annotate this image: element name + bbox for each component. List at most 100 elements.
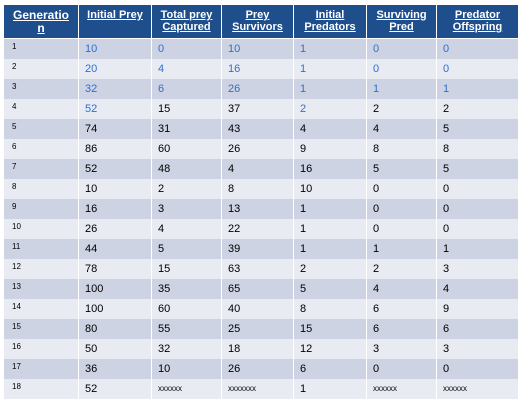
generation-cell: 2 (3, 58, 79, 79)
initial-predators-cell: 2 (293, 98, 367, 119)
header-row: Generatio n Initial Prey Total prey Captur… (3, 4, 519, 39)
generation-cell: 18 (3, 378, 79, 399)
table-row: 1 10 0 10 1 0 0 (3, 38, 519, 59)
generation-cell: 13 (3, 278, 79, 299)
initial-prey-cell: 100 (78, 298, 152, 319)
generation-cell: 9 (3, 198, 79, 219)
predator-offspring-cell: xxxxxx (436, 378, 519, 399)
table-row: 6 86 60 26 9 8 8 (3, 138, 519, 159)
table-row: 14 100 60 40 8 6 9 (3, 298, 519, 319)
predator-offspring-cell: 0 (436, 218, 519, 239)
generation-cell: 6 (3, 138, 79, 159)
generation-cell: 11 (3, 238, 79, 259)
predator-offspring-cell: 2 (436, 98, 519, 119)
surviving-pred-cell: 1 (366, 78, 437, 99)
initial-prey-cell: 16 (78, 198, 152, 219)
predator-offspring-cell: 3 (436, 338, 519, 359)
prey-survivors-cell: 18 (221, 338, 294, 359)
surviving-pred-cell: 0 (366, 198, 437, 219)
initial-prey-cell: 52 (78, 158, 152, 179)
initial-predators-cell: 2 (293, 258, 367, 279)
predator-offspring-cell: 4 (436, 278, 519, 299)
initial-predators-cell: 12 (293, 338, 367, 359)
header-prey-survivors: Prey Survivors (221, 4, 294, 39)
table-row: 2 20 4 16 1 0 0 (3, 58, 519, 79)
total-prey-captured-cell: 35 (151, 278, 222, 299)
initial-predators-cell: 1 (293, 38, 367, 59)
initial-predators-cell: 16 (293, 158, 367, 179)
initial-prey-cell: 52 (78, 98, 152, 119)
surviving-pred-cell: 3 (366, 338, 437, 359)
table-row: 12 78 15 63 2 2 3 (3, 258, 519, 279)
prey-survivors-cell: 65 (221, 278, 294, 299)
generation-cell: 1 (3, 38, 79, 59)
total-prey-captured-cell: xxxxxx (151, 378, 222, 399)
surviving-pred-cell: xxxxxx (366, 378, 437, 399)
prey-survivors-cell: 63 (221, 258, 294, 279)
header-surviving-pred: Surviving Pred (366, 4, 437, 39)
header-initial-prey: Initial Prey (78, 4, 152, 39)
header-predator-offspring: Predator Offspring (436, 4, 519, 39)
total-prey-captured-cell: 15 (151, 258, 222, 279)
total-prey-captured-cell: 60 (151, 298, 222, 319)
initial-predators-cell: 1 (293, 198, 367, 219)
generation-cell: 4 (3, 98, 79, 119)
initial-predators-cell: 8 (293, 298, 367, 319)
surviving-pred-cell: 4 (366, 118, 437, 139)
prey-survivors-cell: 16 (221, 58, 294, 79)
initial-prey-cell: 86 (78, 138, 152, 159)
surviving-pred-cell: 6 (366, 318, 437, 339)
total-prey-captured-cell: 55 (151, 318, 222, 339)
surviving-pred-cell: 2 (366, 258, 437, 279)
total-prey-captured-cell: 0 (151, 38, 222, 59)
total-prey-captured-cell: 3 (151, 198, 222, 219)
total-prey-captured-cell: 6 (151, 78, 222, 99)
initial-predators-cell: 1 (293, 58, 367, 79)
predator-offspring-cell: 0 (436, 38, 519, 59)
generation-cell: 16 (3, 338, 79, 359)
prey-survivors-cell: 40 (221, 298, 294, 319)
predator-prey-table: Generatio n Initial Prey Total prey Captur… (3, 4, 519, 399)
generation-table-container: Generatio n Initial Prey Total prey Captur… (3, 4, 519, 399)
total-prey-captured-cell: 2 (151, 178, 222, 199)
initial-predators-cell: 5 (293, 278, 367, 299)
initial-prey-cell: 52 (78, 378, 152, 399)
surviving-pred-cell: 1 (366, 238, 437, 259)
total-prey-captured-cell: 48 (151, 158, 222, 179)
predator-offspring-cell: 1 (436, 238, 519, 259)
table-row: 9 16 3 13 1 0 0 (3, 198, 519, 219)
generation-cell: 10 (3, 218, 79, 239)
initial-prey-cell: 32 (78, 78, 152, 99)
table-row: 7 52 48 4 16 5 5 (3, 158, 519, 179)
initial-prey-cell: 36 (78, 358, 152, 379)
prey-survivors-cell: 43 (221, 118, 294, 139)
prey-survivors-cell: 22 (221, 218, 294, 239)
predator-offspring-cell: 3 (436, 258, 519, 279)
prey-survivors-cell: 4 (221, 158, 294, 179)
initial-predators-cell: 1 (293, 238, 367, 259)
surviving-pred-cell: 5 (366, 158, 437, 179)
generation-cell: 17 (3, 358, 79, 379)
initial-predators-cell: 1 (293, 218, 367, 239)
prey-survivors-cell: 26 (221, 358, 294, 379)
surviving-pred-cell: 0 (366, 358, 437, 379)
predator-offspring-cell: 6 (436, 318, 519, 339)
total-prey-captured-cell: 32 (151, 338, 222, 359)
initial-predators-cell: 15 (293, 318, 367, 339)
surviving-pred-cell: 0 (366, 218, 437, 239)
generation-cell: 7 (3, 158, 79, 179)
table-row: 3 32 6 26 1 1 1 (3, 78, 519, 99)
prey-survivors-cell: 39 (221, 238, 294, 259)
prey-survivors-cell: 8 (221, 178, 294, 199)
initial-prey-cell: 10 (78, 38, 152, 59)
generation-cell: 3 (3, 78, 79, 99)
generation-cell: 8 (3, 178, 79, 199)
initial-predators-cell: 6 (293, 358, 367, 379)
table-body: 1 10 0 10 1 0 0 2 20 4 16 1 0 0 3 32 6 26 1 1 1 4 52 15 37 2 2 2 5 74… (3, 38, 519, 399)
initial-prey-cell: 100 (78, 278, 152, 299)
prey-survivors-cell: 10 (221, 38, 294, 59)
initial-prey-cell: 50 (78, 338, 152, 359)
total-prey-captured-cell: 31 (151, 118, 222, 139)
generation-cell: 14 (3, 298, 79, 319)
initial-predators-cell: 9 (293, 138, 367, 159)
